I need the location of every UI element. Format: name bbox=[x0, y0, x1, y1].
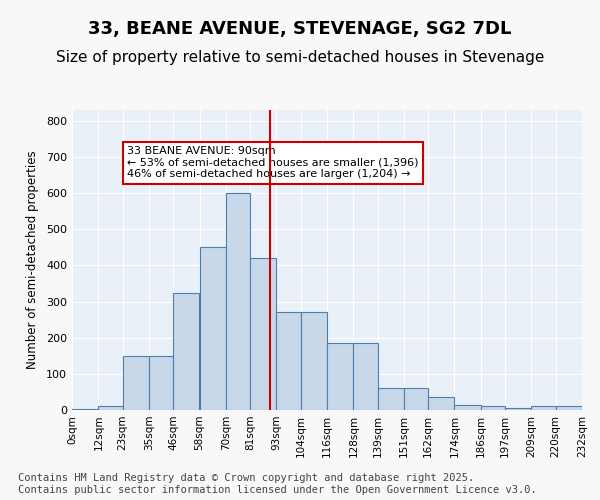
Bar bbox=[226, 193, 250, 410]
Text: 33 BEANE AVENUE: 90sqm
← 53% of semi-detached houses are smaller (1,396)
46% of : 33 BEANE AVENUE: 90sqm ← 53% of semi-det… bbox=[127, 146, 418, 180]
Bar bbox=[149, 356, 173, 410]
Text: Size of property relative to semi-detached houses in Stevenage: Size of property relative to semi-detach… bbox=[56, 50, 544, 65]
Bar bbox=[122, 356, 149, 410]
Bar bbox=[353, 343, 377, 410]
Text: Contains HM Land Registry data © Crown copyright and database right 2025.
Contai: Contains HM Land Registry data © Crown c… bbox=[18, 474, 537, 495]
Bar bbox=[404, 388, 428, 410]
Bar bbox=[556, 406, 582, 410]
Bar bbox=[428, 398, 455, 410]
Bar bbox=[327, 343, 353, 410]
Bar bbox=[455, 404, 481, 410]
Bar bbox=[98, 406, 122, 410]
Bar bbox=[505, 408, 532, 410]
Bar bbox=[301, 312, 327, 410]
Bar bbox=[199, 248, 226, 410]
Y-axis label: Number of semi-detached properties: Number of semi-detached properties bbox=[26, 150, 39, 370]
Bar bbox=[72, 409, 98, 410]
Bar bbox=[377, 388, 404, 410]
Bar bbox=[481, 406, 505, 410]
Bar bbox=[277, 312, 301, 410]
Bar bbox=[532, 406, 556, 410]
Bar bbox=[250, 258, 277, 410]
Text: 33, BEANE AVENUE, STEVENAGE, SG2 7DL: 33, BEANE AVENUE, STEVENAGE, SG2 7DL bbox=[88, 20, 512, 38]
Bar bbox=[173, 292, 199, 410]
